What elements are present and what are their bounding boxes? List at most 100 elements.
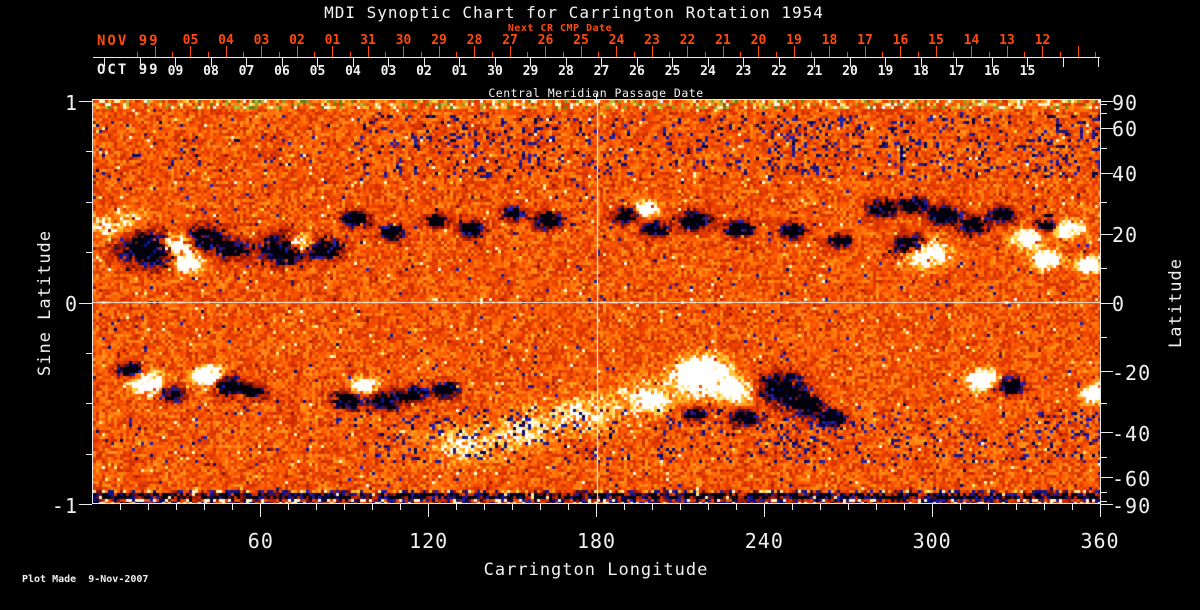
cmp-date-tick — [530, 58, 531, 67]
next-cr-tick — [509, 46, 511, 57]
cmp-date-tick — [352, 58, 354, 67]
cmp-date-tick — [1062, 58, 1064, 67]
next-cr-tick — [864, 46, 866, 57]
latitude-tick-label: 60 — [1112, 117, 1139, 142]
next-cr-minor-tick — [882, 52, 884, 57]
longitude-tick — [707, 504, 709, 510]
longitude-tick — [148, 504, 150, 510]
next-cr-date-label: 15 — [928, 33, 944, 48]
next-cr-tick — [829, 46, 830, 57]
longitude-tick-label: 240 — [744, 529, 784, 553]
longitude-tick — [568, 504, 570, 510]
cmp-date-tick — [956, 58, 957, 67]
magnetogram-canvas — [93, 100, 1100, 503]
cmp-date-tick — [601, 58, 602, 67]
next-cr-date-label: 13 — [999, 33, 1015, 48]
next-cr-date-label: 16 — [892, 33, 909, 48]
cmp-date-label: 16 — [984, 64, 1000, 79]
next-cr-tick — [545, 46, 546, 57]
longitude-tick — [1015, 504, 1017, 510]
longitude-tick — [372, 504, 374, 510]
next-cr-date-label: 03 — [253, 33, 270, 48]
cmp-date-tick — [423, 58, 425, 67]
next-cr-minor-tick — [420, 52, 422, 57]
longitude-tick — [540, 504, 542, 510]
latitude-tick-label: 40 — [1112, 162, 1139, 187]
cmp-date-tick — [1027, 58, 1028, 67]
next-cr-date-label: 31 — [360, 33, 376, 48]
next-cr-tick — [651, 46, 653, 57]
latitude-tick-label: -90 — [1112, 493, 1152, 518]
latitude-tick-label: 90 — [1112, 90, 1139, 115]
next-cr-date-label: 19 — [786, 33, 802, 48]
page-title: MDI Synoptic Chart for Carrington Rotati… — [324, 3, 824, 22]
next-cr-tick — [190, 46, 191, 57]
longitude-tick — [344, 504, 346, 510]
cmp-date-label: 26 — [629, 64, 645, 79]
longitude-tick — [819, 504, 821, 510]
cmp-date-label: 25 — [664, 64, 681, 79]
cmp-center-tick — [596, 94, 597, 100]
next-cr-minor-tick — [278, 52, 280, 57]
latitude-tick-label: -60 — [1112, 466, 1152, 491]
longitude-tick — [651, 504, 653, 510]
next-cr-date-label: 24 — [608, 33, 625, 48]
latitude-tick-label: -20 — [1112, 360, 1152, 385]
next-cr-minor-tick — [669, 52, 671, 57]
next-cr-tick — [367, 46, 369, 57]
next-cr-minor-tick — [207, 52, 209, 57]
next-cr-minor-tick — [775, 52, 777, 57]
cmp-date-tick — [565, 58, 567, 67]
next-cr-minor-tick — [633, 52, 635, 57]
next-cr-date-label: 17 — [857, 33, 873, 48]
cmp-date-tick — [494, 58, 496, 67]
cmp-date-tick — [139, 58, 141, 67]
next-cr-minor-tick — [953, 52, 955, 57]
cmp-date-tick — [707, 58, 709, 67]
next-cr-tick — [935, 46, 937, 57]
next-cr-minor-tick — [1059, 52, 1061, 57]
longitude-tick — [484, 504, 486, 510]
next-cr-minor-tick — [385, 52, 387, 57]
next-cr-caption: Next CR CMP Date — [507, 23, 613, 34]
next-cr-date-label: 29 — [431, 33, 447, 48]
cmp-caption: Central Meridian Passage Date — [488, 86, 704, 100]
cmp-date-label: 05 — [309, 64, 326, 79]
next-cr-date-label: 01 — [324, 33, 341, 48]
cmp-date-label: 23 — [735, 64, 752, 79]
latitude-tick — [1101, 456, 1107, 458]
next-cr-date-label: 12 — [1034, 33, 1051, 48]
cmp-date-tick — [636, 58, 638, 67]
sine-tick — [86, 453, 92, 455]
next-cr-date-label: 22 — [679, 33, 696, 48]
longitude-tick — [875, 504, 877, 510]
latitude-tick — [1101, 127, 1113, 129]
cmp-date-label: 07 — [238, 64, 255, 79]
next-cr-tick — [474, 46, 475, 57]
longitude-tick — [623, 504, 625, 510]
cmp-date-label: 28 — [558, 64, 574, 79]
longitude-tick-label: 120 — [409, 529, 449, 553]
longitude-tick — [260, 504, 262, 517]
next-cr-date-label: 20 — [750, 33, 767, 48]
next-cr-minor-tick — [562, 52, 564, 57]
sine-tick — [86, 252, 92, 254]
cmp-date-tick — [672, 58, 673, 67]
longitude-tick — [316, 504, 318, 510]
next-cr-date-label: 25 — [573, 33, 589, 48]
next-cr-date-label: 02 — [289, 33, 305, 48]
longitude-tick — [1071, 504, 1073, 510]
next-cr-tick — [296, 46, 298, 57]
next-cr-tick — [900, 46, 901, 57]
longitude-tick — [679, 504, 681, 510]
next-cr-minor-tick — [172, 52, 174, 57]
next-cr-minor-tick — [704, 52, 706, 57]
next-cr-tick — [793, 46, 795, 57]
cmp-date-label: 27 — [593, 64, 610, 79]
cmp-date-tick — [388, 58, 389, 67]
longitude-tick — [763, 504, 765, 517]
latitude-tick — [1101, 148, 1107, 150]
longitude-tick — [987, 504, 989, 510]
sine-tick — [86, 352, 92, 354]
cmp-date-tick — [317, 58, 318, 67]
